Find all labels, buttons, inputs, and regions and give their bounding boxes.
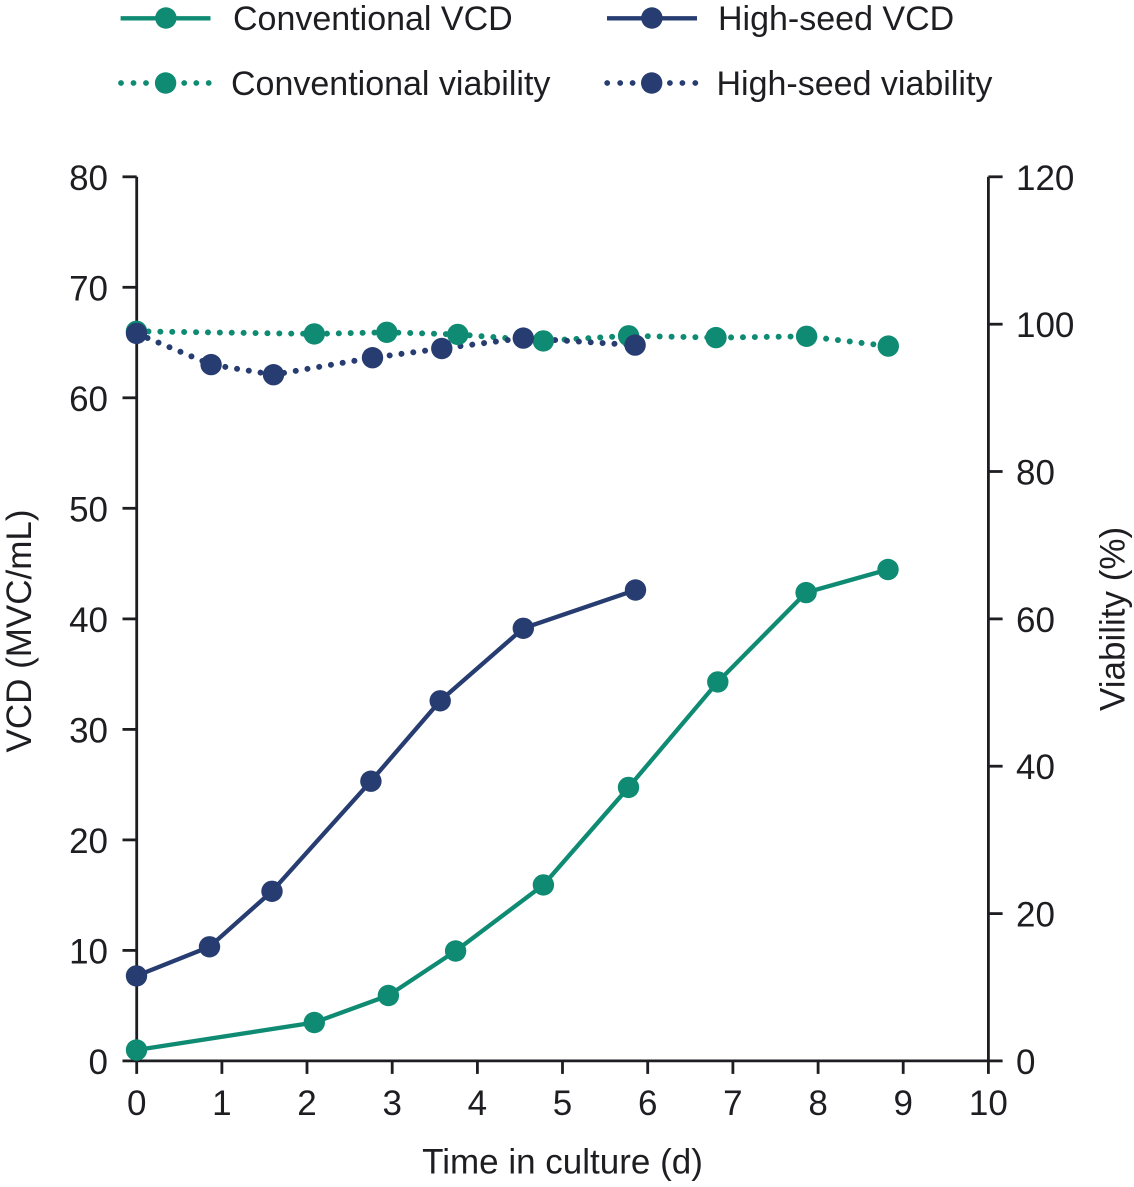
svg-text:60: 60 bbox=[69, 380, 108, 419]
svg-text:0: 0 bbox=[127, 1084, 146, 1123]
svg-text:Conventional VCD: Conventional VCD bbox=[233, 0, 513, 38]
svg-text:7: 7 bbox=[723, 1084, 742, 1123]
svg-text:High-seed VCD: High-seed VCD bbox=[718, 0, 954, 38]
svg-text:80: 80 bbox=[1016, 454, 1055, 493]
svg-text:70: 70 bbox=[69, 269, 108, 308]
svg-text:80: 80 bbox=[69, 159, 108, 198]
svg-text:2: 2 bbox=[297, 1084, 316, 1123]
svg-text:5: 5 bbox=[553, 1084, 572, 1123]
svg-text:6: 6 bbox=[638, 1084, 657, 1123]
svg-text:0: 0 bbox=[1016, 1043, 1035, 1082]
svg-text:4: 4 bbox=[468, 1084, 487, 1123]
svg-text:50: 50 bbox=[69, 490, 108, 529]
svg-text:Viability (%): Viability (%) bbox=[1094, 527, 1133, 711]
svg-text:20: 20 bbox=[69, 822, 108, 861]
svg-text:0: 0 bbox=[89, 1043, 108, 1082]
svg-text:Conventional viability: Conventional viability bbox=[231, 65, 550, 103]
svg-text:10: 10 bbox=[969, 1084, 1008, 1123]
svg-text:9: 9 bbox=[893, 1084, 912, 1123]
svg-text:3: 3 bbox=[382, 1084, 401, 1123]
svg-text:20: 20 bbox=[1016, 896, 1055, 935]
svg-text:1: 1 bbox=[212, 1084, 231, 1123]
svg-text:60: 60 bbox=[1016, 601, 1055, 640]
svg-text:40: 40 bbox=[69, 601, 108, 640]
svg-text:100: 100 bbox=[1016, 306, 1074, 345]
svg-text:8: 8 bbox=[808, 1084, 827, 1123]
svg-text:40: 40 bbox=[1016, 748, 1055, 787]
svg-text:High-seed viability: High-seed viability bbox=[717, 65, 993, 103]
svg-text:10: 10 bbox=[69, 932, 108, 971]
svg-text:120: 120 bbox=[1016, 159, 1074, 198]
svg-text:VCD (MVC/mL): VCD (MVC/mL) bbox=[0, 509, 39, 752]
svg-text:30: 30 bbox=[69, 711, 108, 750]
svg-text:Time in culture (d): Time in culture (d) bbox=[422, 1143, 703, 1182]
